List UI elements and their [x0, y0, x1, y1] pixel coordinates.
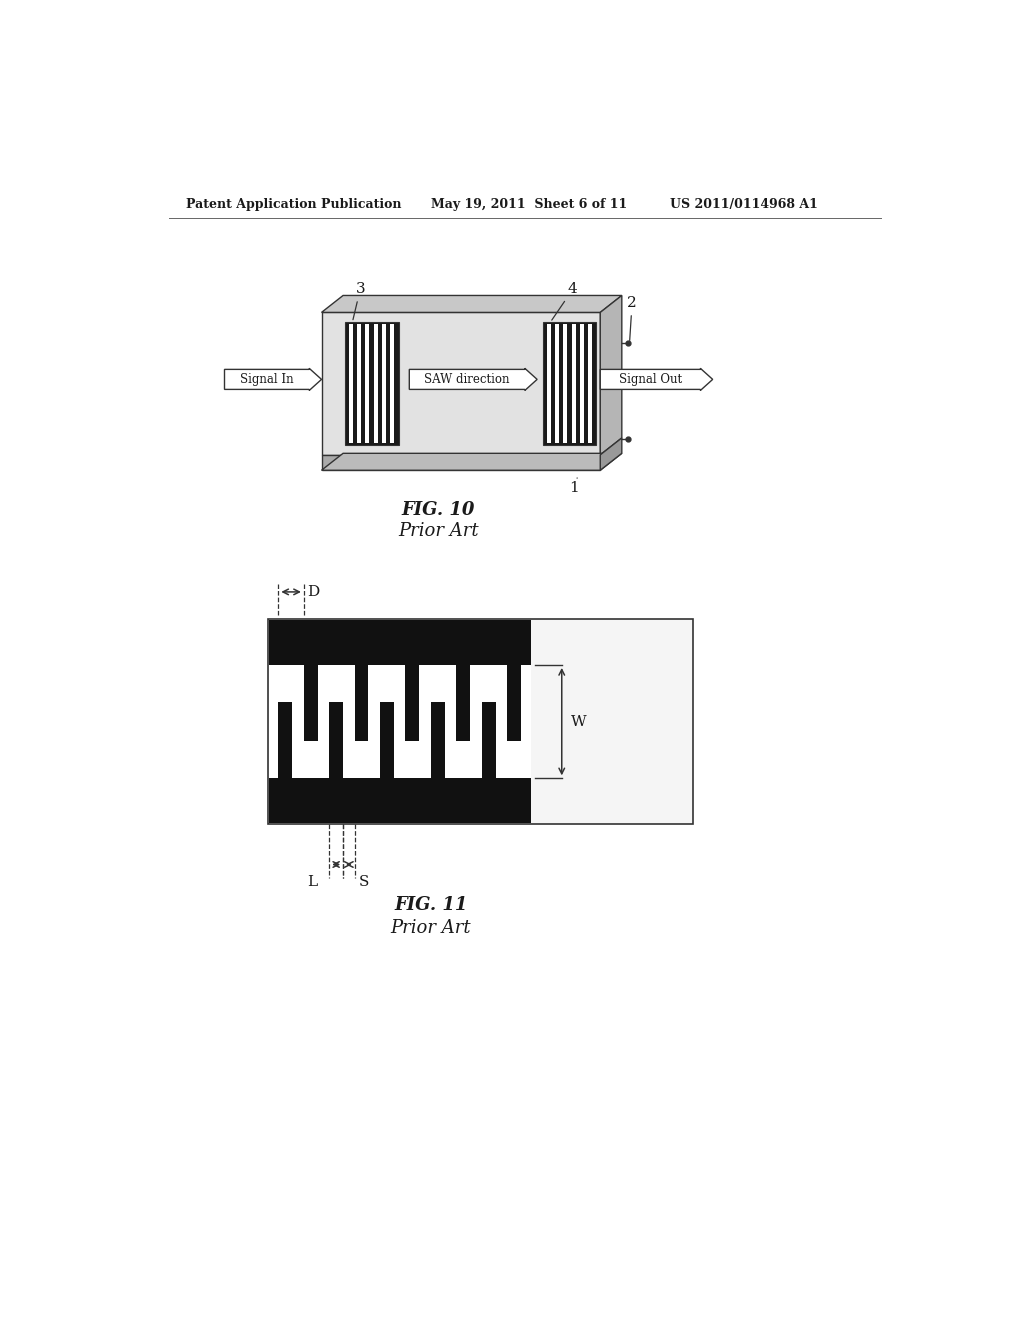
- Bar: [267, 619, 692, 825]
- Bar: [345, 322, 398, 445]
- Polygon shape: [600, 296, 622, 455]
- Text: Signal In: Signal In: [240, 372, 294, 385]
- Bar: [354, 665, 369, 742]
- Bar: [571, 323, 575, 444]
- Bar: [269, 665, 531, 779]
- Bar: [507, 665, 521, 742]
- Text: D: D: [307, 585, 319, 599]
- Bar: [555, 323, 559, 444]
- Bar: [563, 323, 567, 444]
- Bar: [481, 702, 496, 779]
- Bar: [588, 323, 592, 444]
- Polygon shape: [600, 438, 622, 470]
- Text: Prior Art: Prior Art: [398, 523, 479, 540]
- Text: 2: 2: [628, 296, 637, 341]
- Bar: [279, 702, 292, 779]
- Bar: [543, 322, 596, 445]
- Bar: [457, 665, 470, 742]
- Polygon shape: [322, 455, 600, 470]
- Bar: [374, 323, 378, 444]
- Text: 3: 3: [353, 282, 365, 319]
- Text: 4: 4: [552, 282, 578, 321]
- Bar: [406, 665, 419, 742]
- Bar: [349, 323, 353, 444]
- Polygon shape: [600, 368, 713, 391]
- Bar: [357, 323, 361, 444]
- Bar: [380, 702, 394, 779]
- Polygon shape: [322, 296, 622, 313]
- Bar: [431, 702, 444, 779]
- Text: 1: 1: [569, 478, 580, 495]
- Bar: [547, 323, 551, 444]
- Text: S: S: [358, 875, 369, 890]
- Bar: [330, 702, 343, 779]
- Bar: [366, 323, 370, 444]
- Text: Prior Art: Prior Art: [390, 920, 471, 937]
- Text: FIG. 10: FIG. 10: [401, 500, 475, 519]
- Text: May 19, 2011  Sheet 6 of 11: May 19, 2011 Sheet 6 of 11: [431, 198, 627, 211]
- Text: FIG. 11: FIG. 11: [394, 896, 468, 915]
- Bar: [382, 323, 386, 444]
- Text: L: L: [307, 875, 317, 890]
- Text: SAW direction: SAW direction: [424, 372, 510, 385]
- Bar: [304, 665, 317, 742]
- Text: Signal Out: Signal Out: [618, 372, 682, 385]
- Bar: [580, 323, 584, 444]
- Text: US 2011/0114968 A1: US 2011/0114968 A1: [670, 198, 817, 211]
- Polygon shape: [410, 368, 538, 391]
- Text: W: W: [571, 714, 587, 729]
- Polygon shape: [224, 368, 322, 391]
- Bar: [390, 323, 394, 444]
- Bar: [269, 620, 531, 822]
- Polygon shape: [322, 313, 600, 455]
- Polygon shape: [322, 453, 622, 470]
- Text: Patent Application Publication: Patent Application Publication: [186, 198, 401, 211]
